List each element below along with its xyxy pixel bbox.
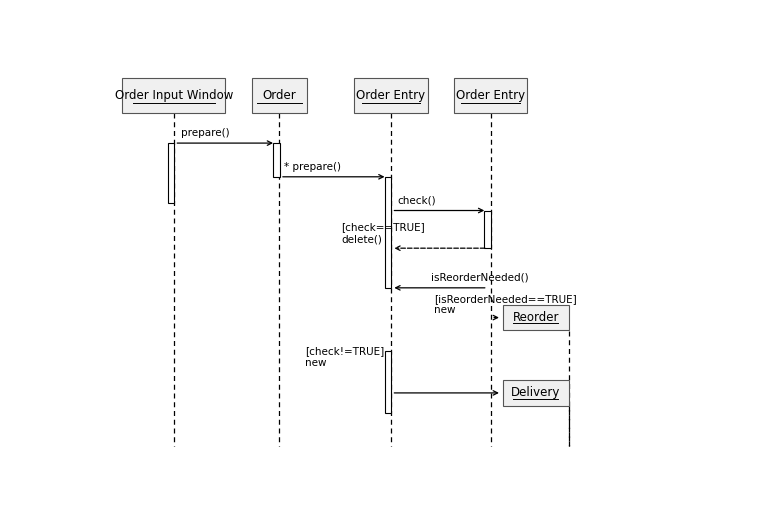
Text: [check==TRUE]
delete(): [check==TRUE] delete() [341,222,425,244]
Bar [251,78,307,113]
Text: [check!=TRUE]
new: [check!=TRUE] new [304,347,384,368]
Bar [354,78,428,113]
Bar [454,78,528,113]
Text: Order Entry: Order Entry [456,89,525,102]
Bar [123,78,225,113]
Bar [503,380,569,406]
Text: Reorder: Reorder [512,311,559,324]
Text: * prepare(): * prepare() [284,162,341,171]
Text: [isReorderNeeded==TRUE]
new: [isReorderNeeded==TRUE] new [434,294,577,315]
Text: Delivery: Delivery [511,386,560,400]
Bar [385,177,391,288]
Bar [484,211,491,248]
Bar [385,351,391,413]
Bar [273,143,280,177]
Bar [167,143,174,202]
Text: Order Entry: Order Entry [357,89,425,102]
Text: isReorderNeeded(): isReorderNeeded() [431,272,528,283]
Text: Order Input Window: Order Input Window [114,89,233,102]
Bar [503,305,569,331]
Text: Order: Order [263,89,296,102]
Text: check(): check() [397,195,436,205]
Text: prepare(): prepare() [182,128,230,138]
